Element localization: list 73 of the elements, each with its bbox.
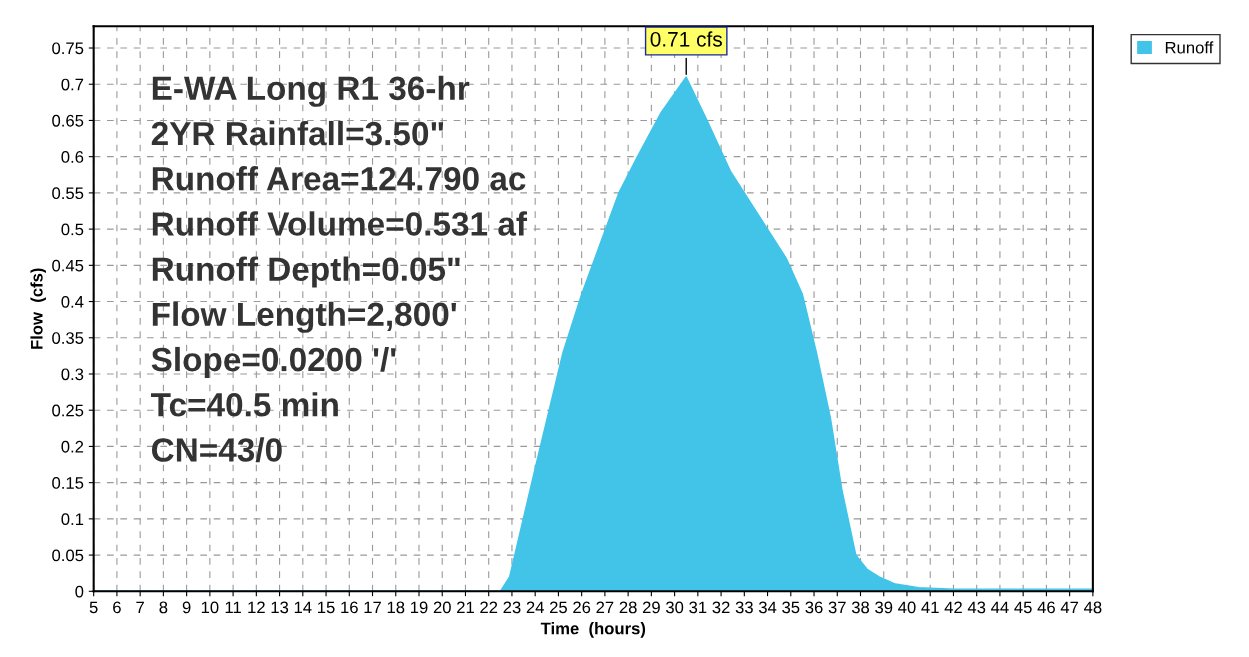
x-tick-label: 40 bbox=[898, 601, 916, 614]
x-tick-label: 34 bbox=[758, 601, 777, 614]
x-tick-label: 7 bbox=[136, 601, 144, 614]
x-axis-title: Time (hours) bbox=[540, 622, 646, 638]
annotation: Runoff Depth=0.05" bbox=[152, 256, 460, 288]
x-tick-label: 42 bbox=[944, 601, 962, 614]
x-tick-label: 30 bbox=[665, 601, 684, 614]
x-tick-label: 13 bbox=[271, 601, 289, 614]
x-tick-label: 23 bbox=[503, 601, 521, 614]
y-tick-label: 0.2 bbox=[61, 440, 84, 453]
y-tick-label: 0.55 bbox=[52, 187, 84, 200]
x-tick-label: 33 bbox=[735, 601, 753, 614]
x-tick-label: 26 bbox=[573, 601, 591, 614]
y-tick-label: 0.1 bbox=[61, 513, 84, 526]
annotation: CN=43/0 bbox=[152, 437, 282, 463]
y-tick-label: 0.45 bbox=[52, 259, 84, 272]
y-tick-label: 0.35 bbox=[52, 332, 84, 344]
x-tick-label: 35 bbox=[782, 601, 800, 614]
x-tick-label: 6 bbox=[113, 601, 121, 614]
y-tick-label: 0.25 bbox=[52, 404, 84, 417]
x-tick-label: 18 bbox=[387, 601, 405, 614]
x-tick-label: 36 bbox=[805, 601, 823, 614]
y-tick-label: 0.05 bbox=[52, 549, 84, 562]
annotation: Flow Length=2,800' bbox=[152, 301, 456, 333]
annotation: 2YR Rainfall=3.50" bbox=[151, 120, 444, 146]
x-tick-label: 32 bbox=[712, 601, 730, 614]
legend-label: Runoff bbox=[1165, 41, 1214, 54]
x-tick-label: 17 bbox=[364, 601, 381, 614]
x-tick-label: 46 bbox=[1037, 601, 1055, 614]
x-tick-label: 8 bbox=[159, 601, 168, 614]
x-tick-label: 25 bbox=[549, 601, 567, 614]
y-tick-label: 0.15 bbox=[52, 477, 84, 489]
annotation: Tc=40.5 min bbox=[151, 392, 338, 417]
y-tick-label: 0.4 bbox=[61, 295, 84, 308]
annotation: Runoff Volume=0.531 af bbox=[152, 211, 528, 236]
x-tick-label: 37 bbox=[828, 601, 846, 614]
x-tick-label: 16 bbox=[341, 601, 358, 614]
annotation: Runoff Area=124.790 ac bbox=[152, 166, 526, 191]
x-tick-label: 29 bbox=[642, 601, 660, 614]
x-tick-label: 28 bbox=[619, 601, 637, 614]
x-tick-label: 10 bbox=[201, 601, 219, 614]
x-tick-label: 5 bbox=[89, 601, 98, 614]
x-tick-label: 24 bbox=[526, 601, 544, 614]
y-tick-label: 0.75 bbox=[52, 42, 84, 55]
x-tick-label: 20 bbox=[433, 601, 451, 614]
x-tick-label: 15 bbox=[318, 601, 335, 614]
x-tick-label: 11 bbox=[225, 601, 241, 614]
x-tick-label: 38 bbox=[851, 601, 870, 614]
x-tick-label: 43 bbox=[967, 601, 986, 614]
y-tick-label: 0.6 bbox=[61, 151, 84, 163]
x-tick-label: 48 bbox=[1083, 601, 1102, 614]
x-tick-label: 19 bbox=[411, 601, 428, 614]
x-tick-label: 9 bbox=[182, 601, 191, 614]
x-tick-label: 45 bbox=[1014, 601, 1032, 614]
x-tick-label: 12 bbox=[248, 601, 265, 614]
x-tick-label: 47 bbox=[1060, 601, 1079, 614]
y-tick-label: 0.65 bbox=[52, 114, 84, 127]
x-tick-label: 21 bbox=[457, 601, 474, 614]
y-tick-label: 0.5 bbox=[61, 223, 84, 236]
annotation: Slope=0.0200 '/' bbox=[151, 346, 396, 378]
annotation: 0.71 cfs bbox=[650, 31, 722, 47]
x-tick-label: 27 bbox=[596, 601, 614, 614]
x-tick-label: 22 bbox=[480, 601, 498, 614]
x-tick-label: 39 bbox=[875, 601, 893, 614]
y-tick-label: 0.3 bbox=[61, 368, 84, 381]
y-tick-label: 0.7 bbox=[61, 78, 84, 91]
annotation: E-WA Long R1 36-hr bbox=[152, 75, 470, 107]
x-tick-label: 41 bbox=[921, 601, 939, 614]
x-tick-label: 44 bbox=[991, 601, 1009, 614]
x-tick-label: 31 bbox=[689, 601, 707, 614]
y-tick-label: 0 bbox=[75, 585, 84, 598]
x-tick-label: 14 bbox=[294, 601, 312, 614]
y-axis-title: Flow (cfs) bbox=[30, 268, 46, 349]
